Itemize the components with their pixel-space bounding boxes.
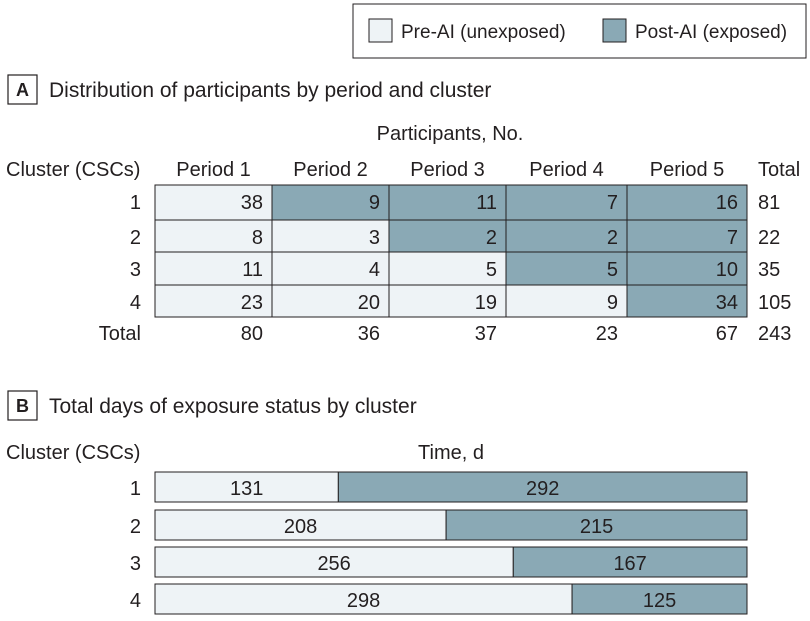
cell-unexposed [154,284,273,318]
exposure-days-chart: Cluster (CSCs) Time, d 1 131 292 2 208 215 3 25… [6,442,748,615]
bar-cluster-label: 1 [130,478,141,500]
cell-value: 9 [607,292,618,314]
panel-a-header: A Distribution of participants by period… [7,74,491,105]
row-total: 105 [758,292,791,314]
cluster-label: 2 [130,227,141,249]
cell-value: 8 [252,227,263,249]
row-total: 81 [758,192,780,214]
column-total: 80 [241,323,263,345]
cell-unexposed [505,284,628,318]
bar-post-ai [571,583,748,615]
cell-value: 5 [607,259,618,281]
panel-b-axis-label: Time, d [418,442,484,464]
legend-box [352,3,807,59]
grand-total: 243 [758,323,791,345]
bar-cluster-label: 2 [130,516,141,538]
cell-value: 5 [486,259,497,281]
cell-value: 20 [358,292,380,314]
row-total: 22 [758,227,780,249]
cell-exposed [388,219,507,253]
legend-label-pre-ai: Pre-AI (unexposed) [401,22,566,43]
panel-a-title: Distribution of participants by period a… [49,79,491,102]
legend-swatch-pre-ai [368,18,393,43]
cell-value: 19 [475,292,497,314]
bar-post-ai-label: 215 [580,516,613,538]
bar-cluster-label: 3 [130,553,141,575]
cell-value: 11 [476,192,497,214]
cell-value: 2 [607,227,618,249]
column-total: 36 [358,323,380,345]
period-header: Period 2 [293,159,368,181]
bar-pre-ai-label: 208 [284,516,317,538]
total-column-header: Total [758,159,800,181]
cell-value: 34 [716,292,738,314]
period-header: Period 5 [650,159,725,181]
cell-exposed [626,251,748,286]
row-total: 35 [758,259,780,281]
cell-unexposed [388,284,507,318]
column-total: 23 [596,323,618,345]
cell-value: 23 [241,292,263,314]
participants-header: Participants, No. [377,123,524,145]
bar-pre-ai-label: 256 [317,553,350,575]
bar-post-ai [337,471,748,503]
panel-b-row-header: Cluster (CSCs) [6,442,140,464]
panel-a-letter-box [7,74,38,105]
bar-post-ai-label: 167 [613,553,646,575]
cell-value: 2 [486,227,497,249]
legend-swatch-post-ai [602,18,627,43]
participants-table: Participants, No. Cluster (CSCs) Total T… [6,123,800,345]
cell-value: 7 [607,192,618,214]
bar-pre-ai [154,546,514,578]
column-total: 67 [716,323,738,345]
cluster-label: 1 [130,192,141,214]
cell-value: 4 [369,259,380,281]
cell-value: 11 [242,259,263,281]
cell-value: 9 [369,192,380,214]
cluster-label: 3 [130,259,141,281]
panel-b-header: B Total days of exposure status by clust… [7,390,417,421]
bar-post-ai-label: 125 [643,590,676,612]
cell-unexposed [271,251,390,286]
legend-label-post-ai: Post-AI (exposed) [635,22,787,43]
period-header: Period 1 [176,159,251,181]
cell-unexposed [271,284,390,318]
cluster-column-header: Cluster (CSCs) [6,159,140,181]
cell-value: 16 [716,192,738,214]
legend: Pre-AI (unexposed) Post-AI (exposed) [352,3,807,59]
cell-value: 3 [369,227,380,249]
total-row-label: Total [99,323,141,345]
panel-b-title: Total days of exposure status by cluster [49,395,417,418]
panel-b-letter-box [7,390,38,421]
panel-b-letter: B [16,396,29,416]
bar-post-ai [445,509,748,541]
cell-unexposed [154,184,273,221]
cell-value: 38 [241,192,263,214]
period-header: Period 3 [410,159,485,181]
cell-exposed [626,284,748,318]
bar-cluster-label: 4 [130,590,141,612]
cell-unexposed [154,219,273,253]
cell-exposed [505,251,628,286]
cell-exposed [626,219,748,253]
cluster-label: 4 [130,292,141,314]
bar-post-ai [512,546,748,578]
bar-pre-ai-label: 298 [347,590,380,612]
bar-pre-ai-label: 131 [230,478,263,500]
cell-value: 10 [716,259,738,281]
cell-value: 7 [727,227,738,249]
column-total: 37 [475,323,497,345]
period-header: Period 4 [529,159,604,181]
bar-post-ai-label: 292 [526,478,559,500]
panel-a-letter: A [16,80,29,100]
cell-exposed [505,184,628,221]
